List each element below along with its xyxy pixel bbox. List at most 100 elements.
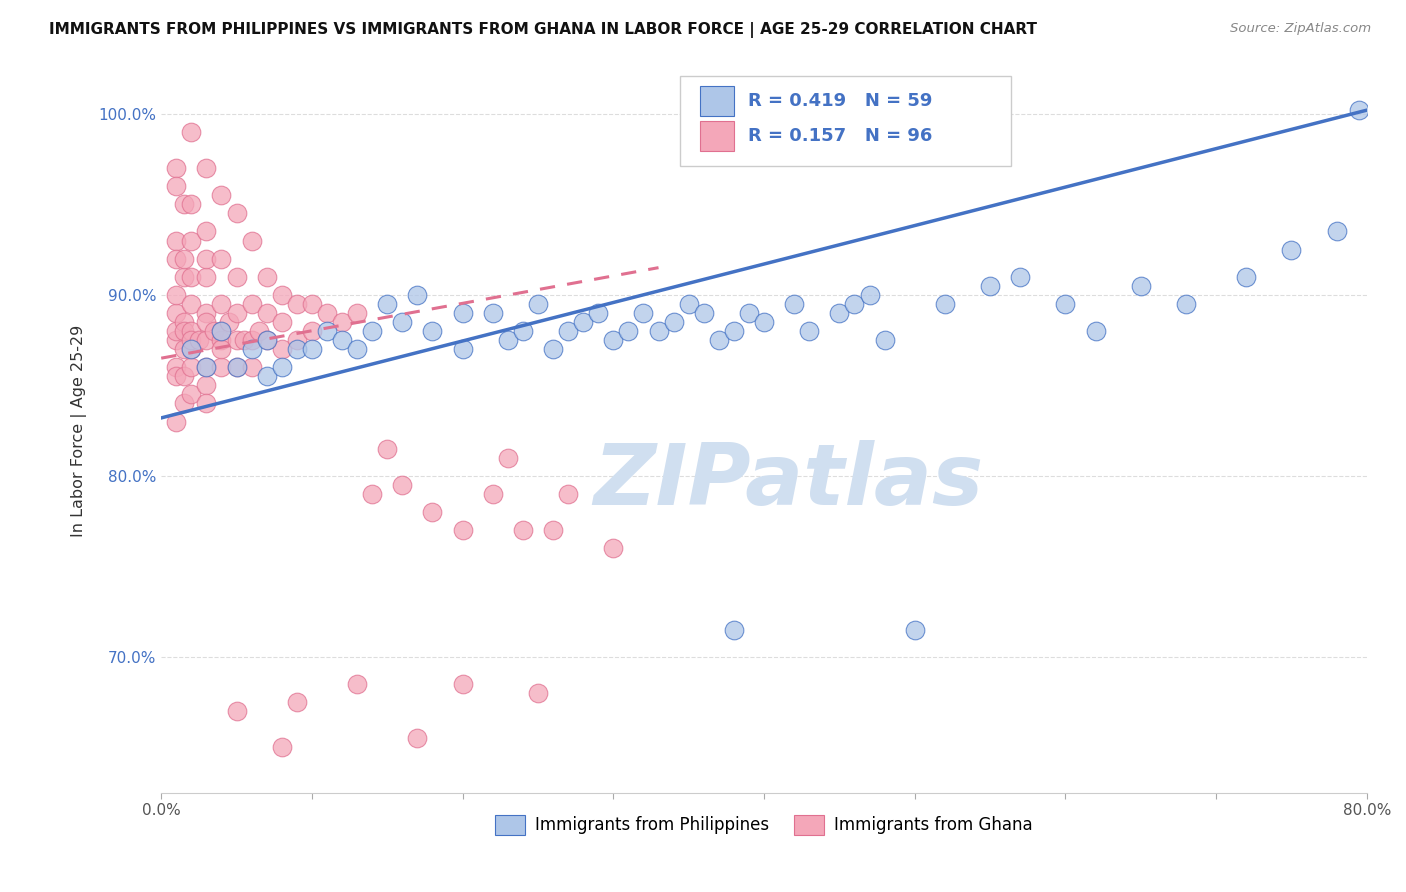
Point [256,333,278,347]
Point [496,450,519,465]
Point [195,269,218,284]
Point [481,487,503,501]
Point [285,342,308,356]
Point [256,306,278,320]
Point [375,297,398,311]
Point [707,333,730,347]
Point [195,360,218,375]
Point [1175,297,1198,311]
Point [1129,278,1152,293]
Point [316,306,339,320]
Point [783,297,806,311]
Point [195,252,218,266]
Point [451,523,474,537]
Point [346,342,368,356]
Point [211,360,233,375]
Point [165,288,187,302]
Point [240,342,263,356]
Point [361,487,384,501]
Point [240,333,263,347]
Point [844,297,866,311]
Text: R = 0.157   N = 96: R = 0.157 N = 96 [748,127,932,145]
Point [180,360,202,375]
Text: R = 0.419   N = 59: R = 0.419 N = 59 [748,92,932,110]
Point [285,695,308,709]
Point [165,415,187,429]
Point [346,306,368,320]
Point [422,505,444,519]
Point [195,224,218,238]
Point [451,342,474,356]
Point [1348,103,1371,117]
Point [233,333,256,347]
Point [270,342,292,356]
Point [301,297,323,311]
Point [330,333,353,347]
Point [723,324,745,338]
Point [240,360,263,375]
Point [557,324,579,338]
Point [195,161,218,175]
Point [202,324,225,338]
Point [527,297,550,311]
Point [647,324,669,338]
Point [406,731,429,746]
Point [165,179,187,194]
Point [211,252,233,266]
Point [195,315,218,329]
Point [180,333,202,347]
Point [541,523,564,537]
Point [165,369,187,384]
Point [211,333,233,347]
Point [180,197,202,211]
Point [225,206,247,220]
Point [225,704,247,718]
Point [541,342,564,356]
Point [527,686,550,700]
Point [270,288,292,302]
Point [858,288,880,302]
Point [225,360,247,375]
Point [195,360,218,375]
Point [195,378,218,392]
Point [165,234,187,248]
Point [173,252,195,266]
Point [225,269,247,284]
Point [247,324,270,338]
Point [173,324,195,338]
Point [225,306,247,320]
Point [165,360,187,375]
Text: IMMIGRANTS FROM PHILIPPINES VS IMMIGRANTS FROM GHANA IN LABOR FORCE | AGE 25-29 : IMMIGRANTS FROM PHILIPPINES VS IMMIGRANT… [49,22,1038,38]
Point [225,333,247,347]
Point [633,306,655,320]
Point [391,315,413,329]
Point [173,197,195,211]
Point [285,297,308,311]
Point [211,188,233,202]
Point [285,333,308,347]
Point [165,252,187,266]
Point [211,342,233,356]
FancyBboxPatch shape [700,86,734,116]
Point [173,369,195,384]
Point [165,161,187,175]
Point [979,278,1001,293]
Point [180,125,202,139]
Point [752,315,775,329]
Point [693,306,716,320]
Point [270,740,292,755]
Point [240,234,263,248]
Point [451,677,474,691]
Text: Source: ZipAtlas.com: Source: ZipAtlas.com [1230,22,1371,36]
Point [799,324,821,338]
Point [391,478,413,492]
Text: ZIPatlas: ZIPatlas [593,440,983,523]
Point [662,315,685,329]
Point [270,360,292,375]
Point [256,333,278,347]
Point [165,333,187,347]
Point [934,297,956,311]
Point [738,306,761,320]
Point [270,315,292,329]
Point [361,324,384,338]
